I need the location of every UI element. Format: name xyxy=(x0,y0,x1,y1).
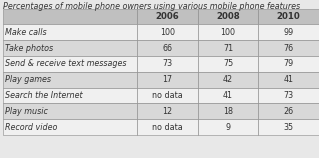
Bar xyxy=(3,9,137,24)
Text: 41: 41 xyxy=(223,91,233,100)
Bar xyxy=(258,24,319,40)
Text: Play music: Play music xyxy=(5,107,48,116)
Text: no data: no data xyxy=(152,123,183,132)
Text: 71: 71 xyxy=(223,44,233,53)
Text: 73: 73 xyxy=(284,91,294,100)
Text: 2010: 2010 xyxy=(277,12,300,21)
Bar xyxy=(258,119,319,135)
Bar xyxy=(198,9,258,24)
Text: Send & receive text messages: Send & receive text messages xyxy=(5,60,127,68)
Bar xyxy=(3,24,137,40)
Text: 42: 42 xyxy=(223,75,233,84)
Bar xyxy=(137,24,198,40)
Text: 66: 66 xyxy=(162,44,173,53)
Bar xyxy=(258,72,319,88)
Bar xyxy=(198,88,258,103)
Text: 2008: 2008 xyxy=(216,12,240,21)
Bar xyxy=(137,40,198,56)
Bar xyxy=(258,9,319,24)
Text: 73: 73 xyxy=(162,60,173,68)
Bar xyxy=(137,72,198,88)
Bar xyxy=(198,119,258,135)
Text: 26: 26 xyxy=(284,107,294,116)
Bar xyxy=(3,40,137,56)
Bar xyxy=(3,72,137,88)
Bar xyxy=(137,119,198,135)
Text: Play games: Play games xyxy=(5,75,51,84)
Text: 99: 99 xyxy=(284,28,294,37)
Text: 100: 100 xyxy=(160,28,175,37)
Text: 35: 35 xyxy=(284,123,294,132)
Bar xyxy=(198,72,258,88)
Bar xyxy=(198,40,258,56)
Text: 75: 75 xyxy=(223,60,233,68)
Bar xyxy=(137,103,198,119)
Bar xyxy=(3,119,137,135)
Text: no data: no data xyxy=(152,91,183,100)
Bar xyxy=(258,88,319,103)
Text: Percentages of mobile phone owners using various mobile phone features: Percentages of mobile phone owners using… xyxy=(3,2,300,11)
Bar xyxy=(137,9,198,24)
Text: 41: 41 xyxy=(284,75,294,84)
Bar xyxy=(3,88,137,103)
Text: 18: 18 xyxy=(223,107,233,116)
Text: Make calls: Make calls xyxy=(5,28,47,37)
Text: Search the Internet: Search the Internet xyxy=(5,91,83,100)
Bar xyxy=(3,103,137,119)
Text: Take photos: Take photos xyxy=(5,44,53,53)
Bar xyxy=(137,88,198,103)
Text: 17: 17 xyxy=(162,75,173,84)
Bar xyxy=(3,56,137,72)
Text: 79: 79 xyxy=(284,60,294,68)
Text: 9: 9 xyxy=(226,123,231,132)
Text: Record video: Record video xyxy=(5,123,57,132)
Text: 100: 100 xyxy=(220,28,236,37)
Bar xyxy=(198,56,258,72)
Bar xyxy=(137,56,198,72)
Bar xyxy=(258,40,319,56)
Bar xyxy=(198,24,258,40)
Bar xyxy=(198,103,258,119)
Bar xyxy=(258,56,319,72)
Text: 76: 76 xyxy=(284,44,294,53)
Bar xyxy=(258,103,319,119)
Text: 2006: 2006 xyxy=(156,12,179,21)
Text: 12: 12 xyxy=(162,107,173,116)
